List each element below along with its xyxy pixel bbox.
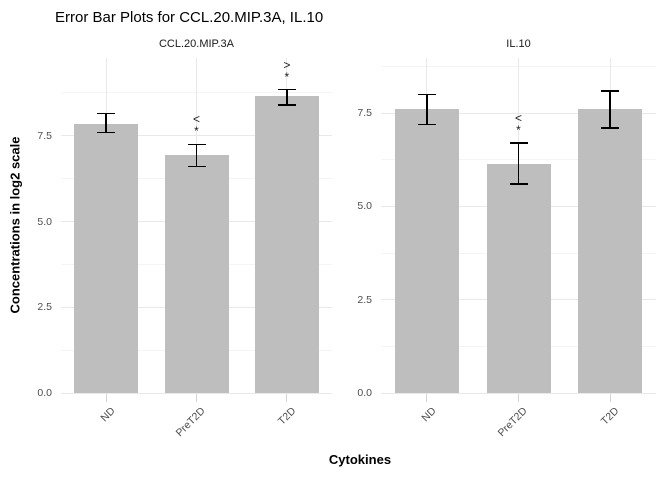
gridline-major bbox=[381, 392, 656, 394]
x-axis-tick bbox=[518, 394, 519, 402]
error-bar-cap-bottom bbox=[601, 127, 620, 129]
error-bar-cap-top bbox=[277, 88, 296, 91]
plot-title: Error Bar Plots for CCL.20.MIP.3A, IL.10 bbox=[55, 9, 324, 26]
bar bbox=[486, 163, 551, 393]
gridline-major bbox=[61, 392, 332, 394]
error-bar-cap-bottom bbox=[417, 123, 436, 126]
error-bar-line bbox=[517, 143, 520, 185]
error-bar-cap-top bbox=[97, 112, 116, 115]
error-bar-cap-bottom bbox=[187, 165, 206, 168]
error-bar-cap-bottom bbox=[509, 183, 528, 185]
x-axis-tick bbox=[609, 394, 611, 402]
y-axis-tick-label: 5.0 bbox=[37, 215, 52, 228]
y-axis-tick-label: 7.5 bbox=[37, 129, 52, 142]
x-axis-title: Cytokines bbox=[328, 452, 392, 467]
y-axis-tick-label: 2.5 bbox=[357, 293, 372, 306]
significance-direction-label: < bbox=[192, 112, 200, 127]
error-bar-cap-top bbox=[187, 143, 206, 146]
error-bar-line bbox=[195, 144, 198, 167]
error-bar-line bbox=[286, 89, 288, 105]
x-axis-tick-label: PreT2D bbox=[173, 405, 208, 440]
x-axis-tick-label: T2D bbox=[275, 405, 299, 428]
x-axis-tick bbox=[426, 394, 428, 402]
error-bar-cap-top bbox=[509, 142, 528, 144]
significance-direction-label: < bbox=[514, 111, 522, 126]
facet-label: CCL.20.MIP.3A bbox=[158, 38, 234, 50]
bar bbox=[578, 109, 643, 393]
error-bar-line bbox=[609, 90, 611, 129]
y-axis-tick-label: 0.0 bbox=[357, 387, 372, 399]
bar bbox=[254, 96, 319, 393]
x-axis-tick bbox=[196, 394, 197, 402]
error-bar-cap-top bbox=[601, 90, 620, 92]
error-bar-line bbox=[426, 94, 428, 125]
y-axis-tick-label: 5.0 bbox=[357, 200, 372, 213]
error-bar-line bbox=[105, 113, 107, 133]
significance-direction-label: > bbox=[283, 57, 291, 72]
y-axis-tick-label: 7.5 bbox=[357, 107, 372, 120]
y-axis-tick-label: 2.5 bbox=[37, 301, 52, 314]
error-bar-cap-bottom bbox=[277, 104, 296, 106]
y-axis-tick-label: 0.0 bbox=[37, 387, 52, 399]
facet-label: IL.10 bbox=[506, 38, 531, 50]
significance-star-label: * bbox=[284, 69, 290, 84]
x-axis-tick-label: PreT2D bbox=[495, 405, 530, 440]
x-axis-tick-label: ND bbox=[419, 405, 439, 425]
error-bar-cap-bottom bbox=[97, 131, 116, 134]
x-axis-tick bbox=[105, 394, 107, 402]
error-bar-cap-top bbox=[417, 93, 436, 96]
significance-star-label: * bbox=[194, 124, 199, 139]
bar bbox=[74, 123, 139, 393]
x-axis-tick-label: T2D bbox=[599, 405, 622, 428]
significance-star-label: * bbox=[516, 123, 521, 138]
x-axis-tick-label: ND bbox=[98, 405, 118, 425]
bar bbox=[164, 154, 229, 393]
x-axis-tick bbox=[286, 394, 288, 402]
bar bbox=[394, 109, 459, 393]
